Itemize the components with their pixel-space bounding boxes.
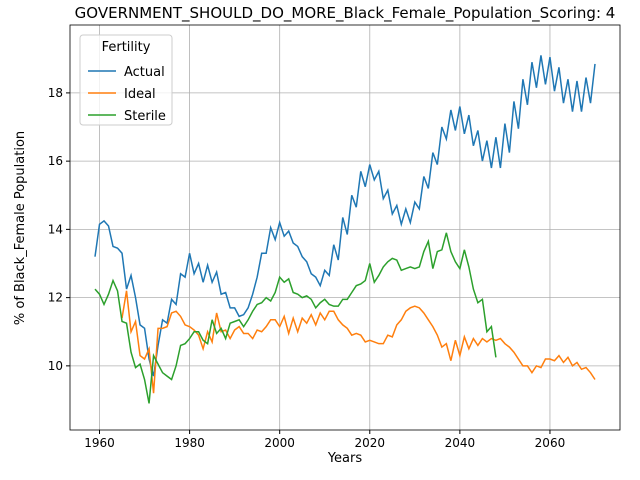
plot-frame (69, 24, 621, 431)
legend-label: Ideal (124, 87, 156, 102)
y-tick-label: 18 (48, 86, 63, 100)
x-tick-label: 1980 (174, 436, 205, 450)
line-series (121, 290, 596, 394)
legend-title: Fertility (102, 40, 151, 55)
legend-label: Actual (124, 65, 165, 80)
x-tick-label: 2000 (264, 436, 295, 450)
legend-box (79, 34, 173, 126)
legend-label: Sterile (124, 109, 166, 124)
x-axis-label: Years (327, 451, 363, 466)
chart-title: GOVERNMENT_SHOULD_DO_MORE_Black_Female_P… (75, 4, 616, 23)
y-tick-label: 12 (48, 291, 63, 305)
x-tick-label: 1960 (84, 436, 115, 450)
y-tick-label: 10 (48, 359, 63, 373)
line-series (94, 55, 596, 377)
x-tick-label: 2060 (535, 436, 566, 450)
y-tick-label: 14 (48, 222, 63, 236)
x-tick-label: 2020 (355, 436, 386, 450)
line-series (94, 232, 497, 404)
y-axis-label: % of Black_Female Population (13, 131, 28, 325)
y-tick-label: 16 (48, 154, 63, 168)
x-tick-label: 2040 (445, 436, 476, 450)
